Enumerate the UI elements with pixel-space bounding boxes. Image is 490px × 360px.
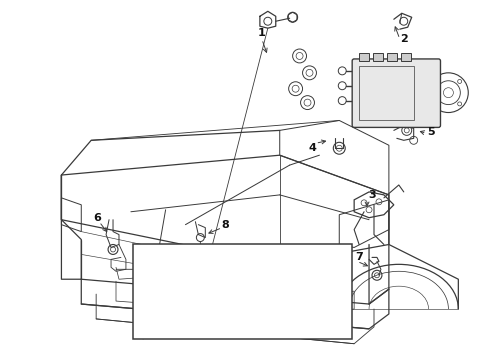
Text: 6: 6 [93,213,101,223]
Bar [359,66,414,121]
Text: 8: 8 [221,220,229,230]
Text: 1: 1 [258,28,266,38]
Text: 2: 2 [400,34,408,44]
Text: 3: 3 [368,190,376,200]
Text: 7: 7 [355,252,363,262]
Bar [373,53,383,61]
Text: 5: 5 [427,127,434,138]
Bar [359,53,369,61]
Bar [387,53,397,61]
Bar [133,244,352,339]
FancyBboxPatch shape [352,59,441,127]
Bar [401,53,411,61]
Text: 4: 4 [309,143,317,153]
